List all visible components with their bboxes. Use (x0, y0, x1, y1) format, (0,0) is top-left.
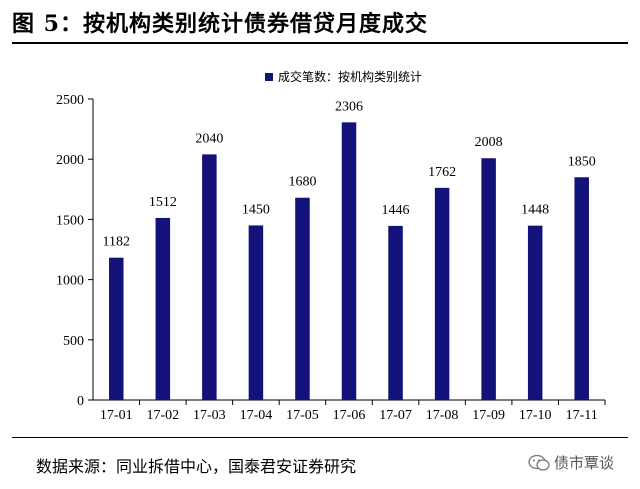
watermark-text: 债市覃谈 (554, 454, 615, 472)
bar (341, 122, 357, 400)
data-label: 1680 (288, 175, 316, 190)
bar (388, 225, 403, 400)
x-tick-label: 17-07 (379, 408, 412, 423)
y-tick-label: 1500 (56, 213, 84, 228)
wechat-icon (528, 454, 550, 471)
bar (527, 225, 543, 400)
data-source: 数据来源：同业拆借中心，国泰君安证券研究 (36, 457, 357, 476)
y-tick-label: 2500 (56, 93, 84, 108)
data-label: 1512 (149, 195, 177, 210)
watermark: 债市覃谈 (528, 452, 614, 473)
bar (248, 225, 264, 400)
x-tick-label: 17-01 (100, 408, 133, 423)
data-label: 2008 (475, 135, 503, 150)
bar (155, 217, 171, 400)
page-title: 图 5：按机构类别统计债券借贷月度成交 (12, 11, 428, 37)
y-tick-label: 500 (63, 334, 84, 349)
x-tick-label: 17-06 (333, 408, 366, 423)
x-tick-label: 17-08 (426, 408, 459, 423)
x-tick-label: 17-04 (240, 408, 273, 423)
x-tick-label: 17-09 (472, 408, 505, 423)
bar (574, 177, 589, 400)
data-label: 1446 (382, 203, 410, 218)
data-label: 2040 (195, 131, 223, 146)
data-label: 1182 (103, 235, 130, 250)
y-tick-label: 0 (77, 394, 84, 409)
y-tick-label: 2000 (56, 153, 84, 168)
y-tick-label: 1000 (56, 274, 84, 289)
x-tick-label: 17-10 (519, 408, 552, 423)
legend-swatch (265, 73, 273, 81)
data-label: 1450 (242, 202, 270, 217)
data-label: 1850 (568, 154, 596, 169)
x-tick-label: 17-03 (193, 408, 226, 423)
data-label: 1448 (521, 203, 549, 218)
bar (109, 257, 124, 400)
bar (481, 158, 496, 400)
footer-rule (12, 437, 628, 438)
bar (434, 187, 450, 400)
bar (202, 154, 217, 400)
data-label: 2306 (335, 99, 363, 114)
title-rule (12, 42, 628, 44)
bar-chart: 0 500 1000 1500 2000 2500 1182 17-01 1512 17-02 20… (56, 69, 606, 423)
bar (295, 197, 310, 400)
data-label: 1762 (428, 165, 456, 180)
x-tick-label: 17-11 (566, 408, 598, 423)
x-tick-label: 17-02 (146, 408, 179, 423)
x-tick-label: 17-05 (286, 408, 319, 423)
legend-label: 成交笔数：按机构类别统计 (278, 69, 422, 84)
